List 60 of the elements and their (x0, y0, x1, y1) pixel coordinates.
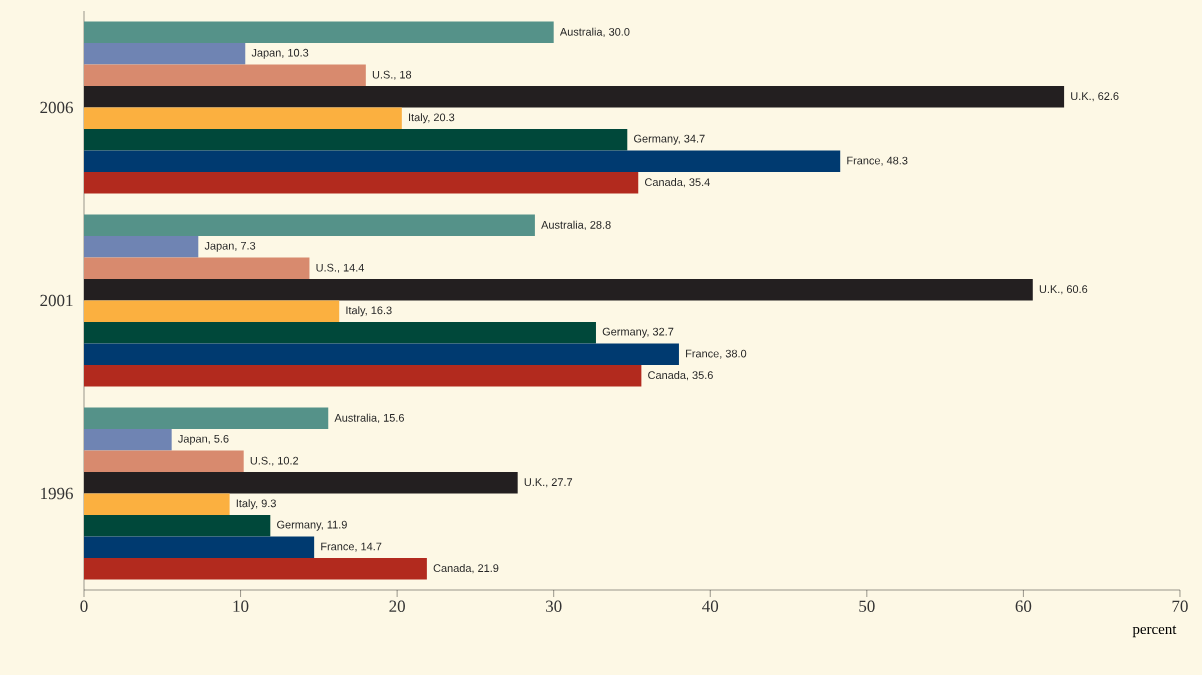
data-label: U.K., 27.7 (524, 478, 573, 488)
data-label: Germany, 34.7 (634, 134, 705, 145)
data-label: Italy, 9.3 (236, 499, 276, 510)
bar (84, 257, 310, 280)
x-tick-label: 0 (80, 600, 88, 612)
x-tick-label: 60 (1015, 600, 1032, 612)
data-label: Japan, 5.6 (178, 434, 229, 445)
bar (84, 493, 230, 515)
data-label: U.K., 60.6 (1039, 285, 1088, 295)
x-axis-title: percent (1132, 625, 1177, 638)
bar (84, 171, 639, 194)
bar (84, 86, 1065, 108)
bar (84, 321, 596, 344)
bar (84, 429, 172, 451)
data-label: Germany, 11.9 (277, 520, 347, 531)
bar (84, 407, 329, 430)
x-tick-label: 50 (859, 600, 875, 612)
bar (84, 450, 244, 473)
data-label: Canada, 35.6 (648, 370, 713, 381)
x-tick-label: 10 (233, 600, 249, 612)
bar (84, 107, 402, 129)
bar (84, 514, 271, 537)
data-label: U.S., 18 (372, 70, 412, 80)
data-label: U.S., 10.2 (250, 456, 299, 466)
bar (84, 343, 679, 365)
bar (84, 21, 554, 44)
data-label: Australia, 28.8 (541, 220, 611, 231)
bar (84, 128, 628, 151)
bar (84, 150, 841, 172)
bar (84, 300, 340, 322)
x-tick-label: 40 (702, 600, 719, 612)
data-label: Japan, 7.3 (204, 241, 256, 252)
data-label: Australia, 15.6 (334, 413, 404, 424)
bar (84, 472, 518, 494)
data-label: Japan, 10.3 (251, 48, 309, 59)
x-tick-label: 30 (546, 600, 562, 612)
bar (84, 557, 427, 580)
bar (84, 279, 1033, 301)
bar (84, 214, 535, 237)
x-tick-label: 70 (1172, 600, 1188, 612)
bar (84, 536, 315, 558)
data-label: Italy, 16.3 (346, 306, 392, 317)
data-label: U.S., 14.4 (316, 263, 365, 273)
data-label: U.K., 62.6 (1071, 92, 1119, 102)
data-label: Canada, 35.4 (645, 177, 710, 188)
bar (84, 364, 642, 387)
y-tick-label: 2006 (40, 101, 73, 114)
data-label: Italy, 20.3 (409, 113, 455, 124)
bar (84, 236, 199, 258)
x-tick-label: 20 (389, 600, 405, 612)
data-label: Germany, 32.7 (602, 327, 674, 338)
data-label: France, 38.0 (686, 349, 747, 359)
data-label: Canada, 21.9 (433, 563, 499, 574)
y-tick-label: 2001 (40, 294, 73, 307)
bar (84, 64, 366, 87)
y-tick-label: 1996 (41, 487, 73, 500)
data-label: France, 14.7 (321, 542, 382, 552)
bar (84, 43, 246, 65)
data-label: Australia, 30.0 (559, 27, 630, 38)
data-label: France, 48.3 (847, 156, 908, 166)
